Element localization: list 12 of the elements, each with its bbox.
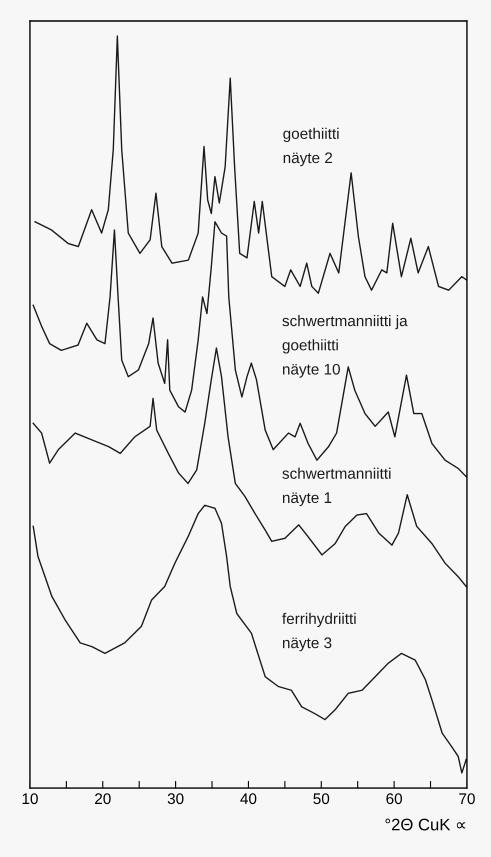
series-label: goethiitti näyte 2 — [283, 128, 339, 166]
x-tick-label: 60 — [386, 793, 402, 804]
x-tick-label: 20 — [95, 793, 111, 804]
x-tick-label: 30 — [168, 793, 184, 804]
series-label: ferrihydriitti näyte 3 — [282, 612, 356, 652]
x-tick-label: 40 — [240, 793, 256, 804]
x-axis-title: °2Θ CuK ∝ — [385, 818, 466, 830]
x-tick-label: 10 — [22, 793, 38, 804]
series-label: schwertmanniitti näyte 1 — [282, 468, 390, 506]
series-label: schwertmanniitti ja goethiitti näyte 10 — [282, 315, 408, 378]
x-tick-label: 50 — [313, 793, 330, 804]
x-tick-label: 70 — [459, 793, 475, 804]
